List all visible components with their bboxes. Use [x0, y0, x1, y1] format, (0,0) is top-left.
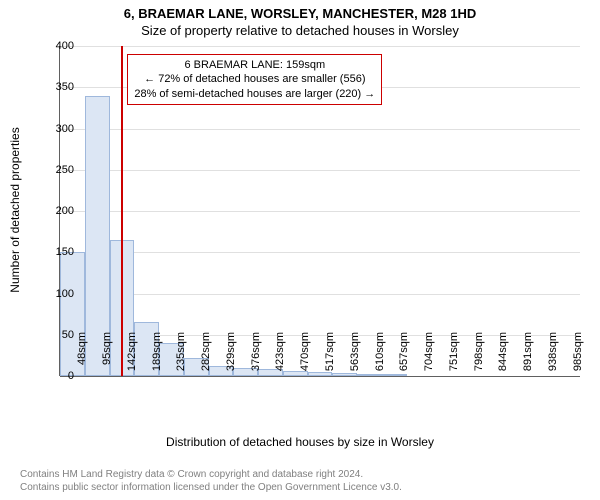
x-tick-label: 48sqm	[76, 332, 88, 382]
y-tick-label: 100	[34, 288, 74, 300]
x-tick-label: 563sqm	[349, 332, 361, 382]
y-tick-label: 300	[34, 123, 74, 135]
reference-line	[121, 46, 123, 376]
annotation-box: 6 BRAEMAR LANE: 159sqm ← 72% of detached…	[127, 54, 382, 105]
credits: Contains HM Land Registry data © Crown c…	[20, 468, 402, 494]
x-tick-label: 751sqm	[448, 332, 460, 382]
x-tick-label: 142sqm	[126, 332, 138, 382]
y-tick-label: 250	[34, 164, 74, 176]
chart-container: 6, BRAEMAR LANE, WORSLEY, MANCHESTER, M2…	[0, 0, 600, 500]
x-tick-label: 798sqm	[473, 332, 485, 382]
y-tick-label: 0	[34, 370, 74, 382]
y-axis-label: Number of detached properties	[8, 127, 22, 292]
x-tick-label: 235sqm	[175, 332, 187, 382]
chart-title: 6, BRAEMAR LANE, WORSLEY, MANCHESTER, M2…	[0, 0, 600, 21]
annotation-line2: ← 72% of detached houses are smaller (55…	[134, 72, 375, 86]
x-tick-label: 985sqm	[572, 332, 584, 382]
x-tick-label: 844sqm	[497, 332, 509, 382]
y-tick-label: 150	[34, 246, 74, 258]
x-tick-label: 189sqm	[151, 332, 163, 382]
credits-line1: Contains HM Land Registry data © Crown c…	[20, 468, 402, 481]
plot-area: 6 BRAEMAR LANE: 159sqm ← 72% of detached…	[60, 46, 580, 376]
x-tick-label: 423sqm	[274, 332, 286, 382]
credits-line2: Contains public sector information licen…	[20, 481, 402, 494]
x-tick-label: 470sqm	[299, 332, 311, 382]
x-tick-label: 329sqm	[225, 332, 237, 382]
x-tick-label: 517sqm	[324, 332, 336, 382]
x-tick-label: 282sqm	[200, 332, 212, 382]
y-tick-label: 350	[34, 81, 74, 93]
x-tick-label: 891sqm	[522, 332, 534, 382]
x-tick-label: 657sqm	[398, 332, 410, 382]
x-tick-label: 704sqm	[423, 332, 435, 382]
x-tick-label: 95sqm	[101, 332, 113, 382]
annotation-line3: 28% of semi-detached houses are larger (…	[134, 87, 375, 101]
annotation-line1: 6 BRAEMAR LANE: 159sqm	[134, 58, 375, 72]
x-axis-label: Distribution of detached houses by size …	[0, 435, 600, 449]
y-tick-label: 50	[34, 329, 74, 341]
y-tick-label: 400	[34, 40, 74, 52]
y-tick-label: 200	[34, 205, 74, 217]
x-tick-label: 376sqm	[250, 332, 262, 382]
x-tick-label: 610sqm	[374, 332, 386, 382]
x-tick-label: 938sqm	[547, 332, 559, 382]
chart-subtitle: Size of property relative to detached ho…	[0, 21, 600, 38]
